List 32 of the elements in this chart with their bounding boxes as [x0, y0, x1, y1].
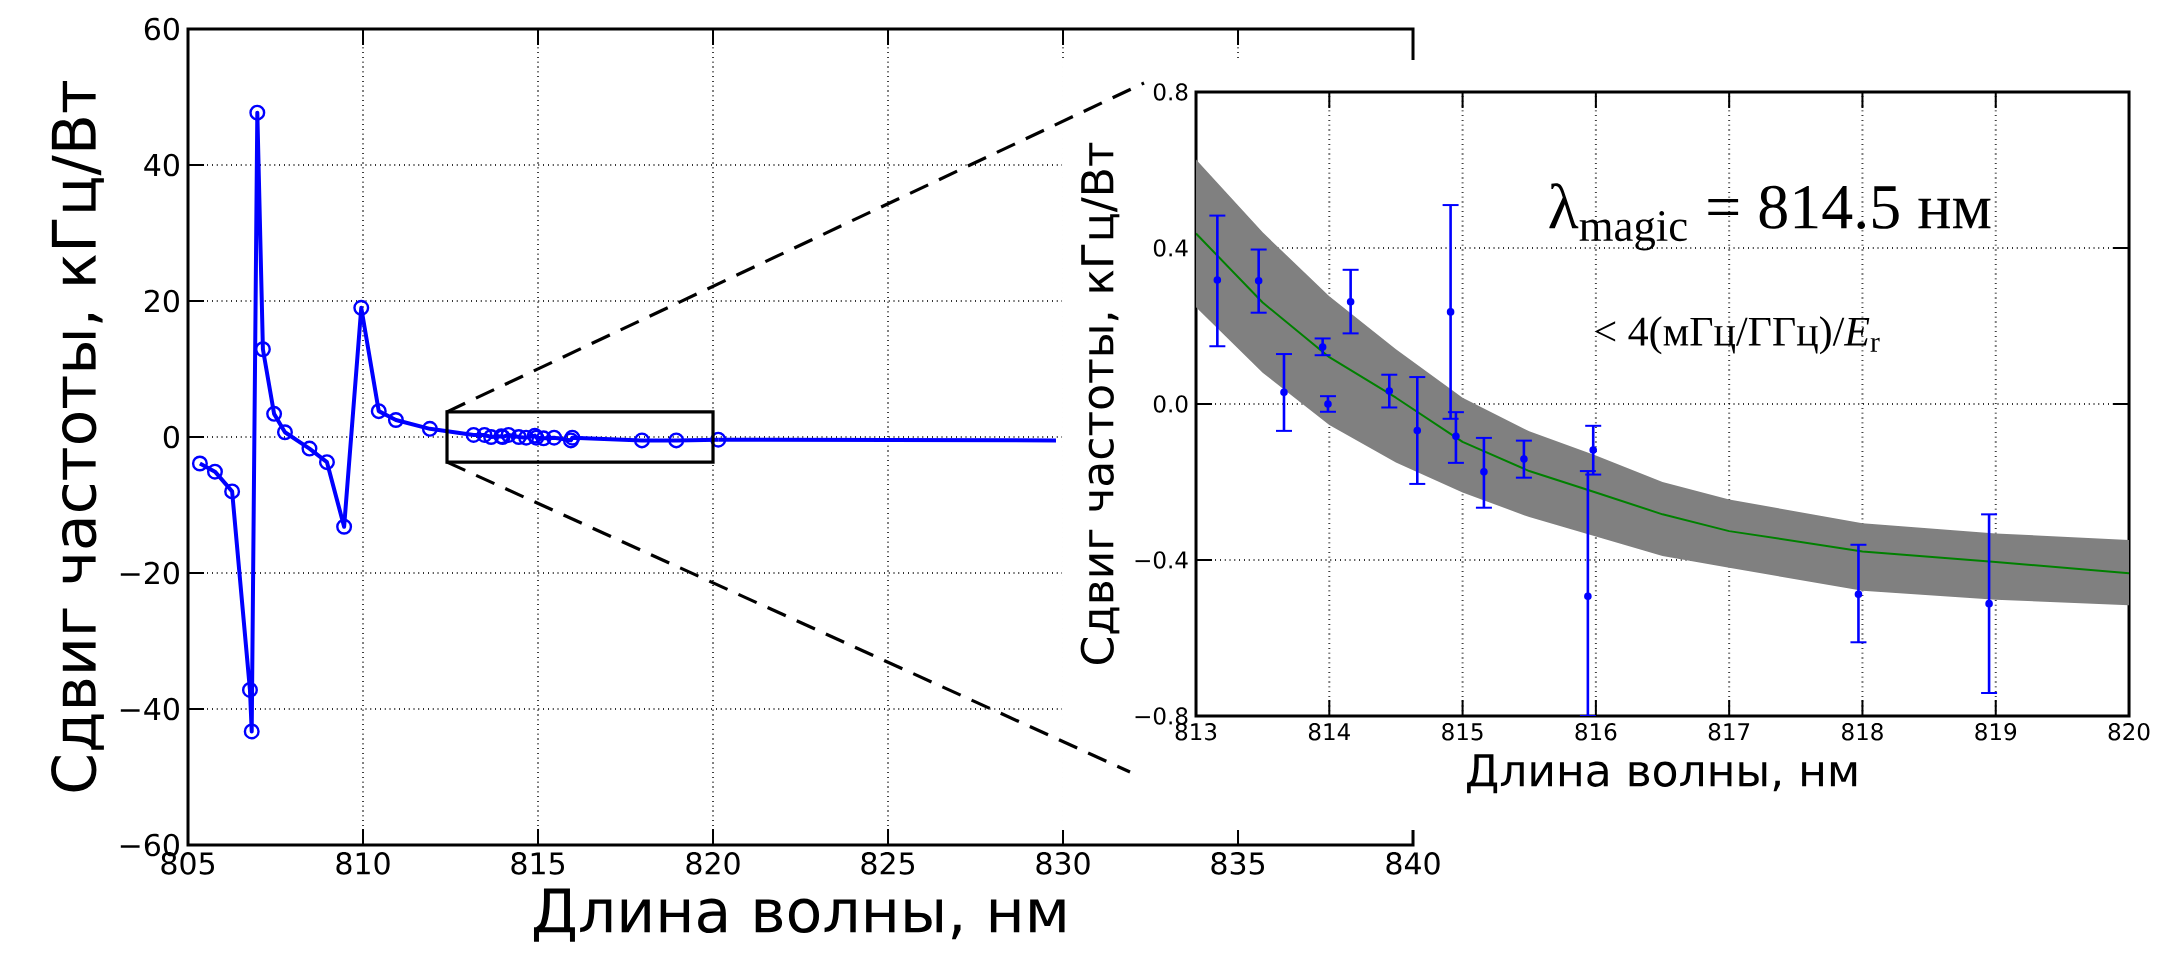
x-tick-label: 815: [511, 852, 565, 875]
x-tick-label: 817: [1708, 723, 1750, 741]
annotation: < 4(мГц/ГГц)/E$_{r}$: [1595, 316, 1880, 355]
x-tick-label: 816: [1575, 723, 1617, 741]
x-tick-label: 840: [1386, 852, 1440, 875]
y-tick-label: 20: [144, 289, 179, 313]
x-tick-label: 820: [686, 852, 740, 875]
x-tick-label: 835: [1211, 852, 1265, 875]
x-tick-label: 815: [1442, 723, 1483, 741]
x-axis-title: Длина волны, нм: [533, 888, 1065, 942]
x-tick-label: 818: [1842, 723, 1883, 741]
y-tick-label: 0: [163, 425, 179, 449]
y-tick-label: 40: [144, 153, 179, 177]
y-tick-label: −20: [120, 561, 179, 585]
x-tick-label: 810: [336, 852, 390, 875]
x-tick-label: 825: [861, 852, 915, 875]
x-tick-label: 813: [1175, 723, 1217, 741]
y-tick-label: −0.8: [1135, 707, 1188, 725]
y-tick-label: −40: [120, 697, 179, 721]
x-axis-title: Длина волны, нм: [1467, 754, 1857, 794]
x-tick-label: 819: [1975, 723, 2017, 741]
y-tick-label: 0.8: [1153, 83, 1188, 101]
y-axis-title: Сдвиг частоты, кГц/Вт: [51, 80, 104, 792]
x-tick-label: 814: [1308, 723, 1350, 741]
y-tick-label: 60: [144, 17, 179, 41]
annotation: λ$_{magic}$ = 814.5 нм: [1549, 183, 1991, 251]
y-tick-label: −0.4: [1135, 551, 1188, 569]
x-tick-label: 830: [1036, 852, 1090, 875]
y-axis-title: Сдвиг частоты, кГц/Вт: [1080, 142, 1120, 664]
y-tick-label: 0.0: [1153, 395, 1188, 413]
x-tick-label: 820: [2108, 723, 2150, 741]
y-tick-label: 0.4: [1153, 239, 1188, 257]
